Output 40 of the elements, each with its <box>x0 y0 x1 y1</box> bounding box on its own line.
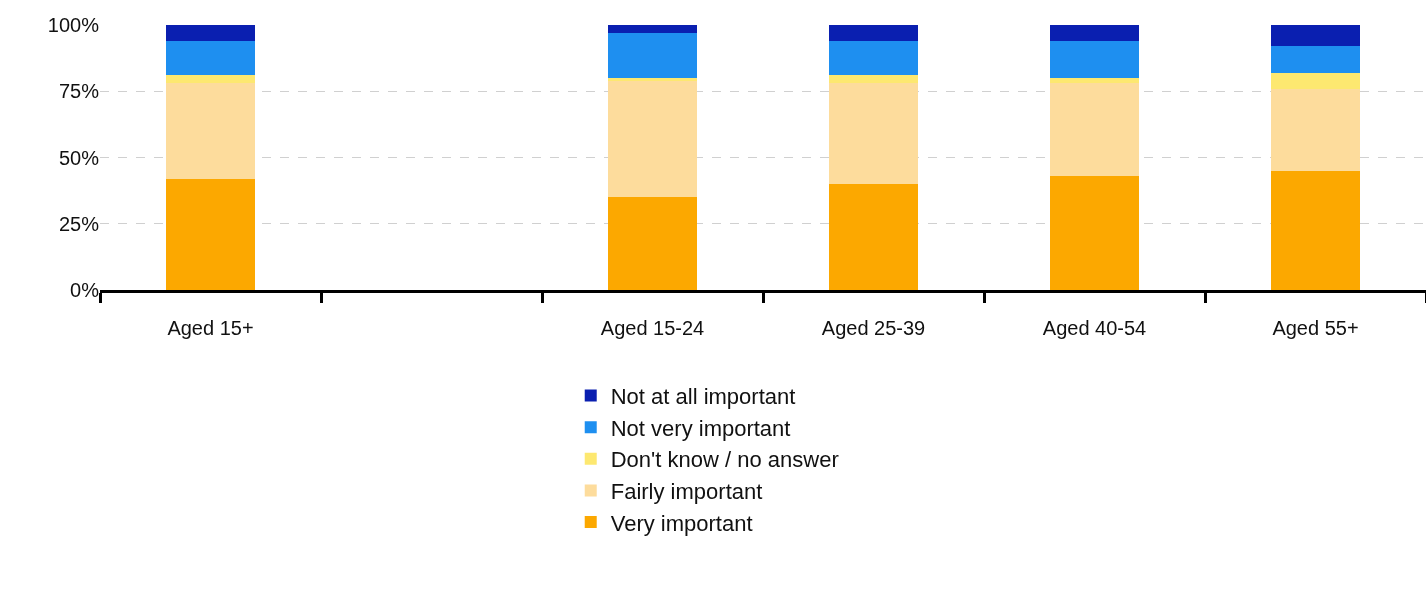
legend-label: Very important <box>610 510 753 536</box>
bar <box>1050 83 1139 177</box>
y-tick-label: 75% <box>58 80 100 103</box>
bar <box>1050 176 1139 290</box>
bar <box>166 40 255 76</box>
bar <box>166 83 255 179</box>
bar <box>829 40 918 76</box>
y-tick-label: 0% <box>70 279 100 301</box>
bar <box>1050 78 1139 84</box>
bar <box>1050 25 1139 41</box>
bar <box>608 80 697 198</box>
bar <box>166 178 255 290</box>
bar <box>608 78 697 81</box>
x-tick-label: Aged 15-24 <box>600 317 705 339</box>
bar <box>1050 40 1139 78</box>
legend-label: Fairly important <box>610 478 763 504</box>
y-tick-label: 100% <box>47 14 100 36</box>
bar <box>829 83 918 184</box>
bar <box>608 32 697 78</box>
bar <box>1271 170 1360 290</box>
legend-label: Not very important <box>610 415 791 441</box>
legend-label: Not at all important <box>610 384 796 410</box>
x-tick-label: Aged 15+ <box>167 317 254 339</box>
bar <box>829 25 918 41</box>
y-tick-label: 25% <box>58 212 100 235</box>
bar <box>608 25 697 33</box>
bar <box>608 197 697 290</box>
bar <box>1271 88 1360 171</box>
bar <box>1271 25 1360 47</box>
bar <box>829 184 918 290</box>
bar <box>166 75 255 84</box>
x-tick-label: Aged 40-54 <box>1042 317 1147 339</box>
bar <box>1271 72 1360 89</box>
y-tick-label: 50% <box>58 146 100 169</box>
x-tick-label: Aged 25-39 <box>821 317 926 339</box>
legend-label: Don't know / no answer <box>610 447 839 473</box>
bar <box>1271 46 1360 73</box>
bar <box>829 75 918 84</box>
x-tick-label: Aged 55+ <box>1272 317 1359 339</box>
bar <box>166 25 255 41</box>
